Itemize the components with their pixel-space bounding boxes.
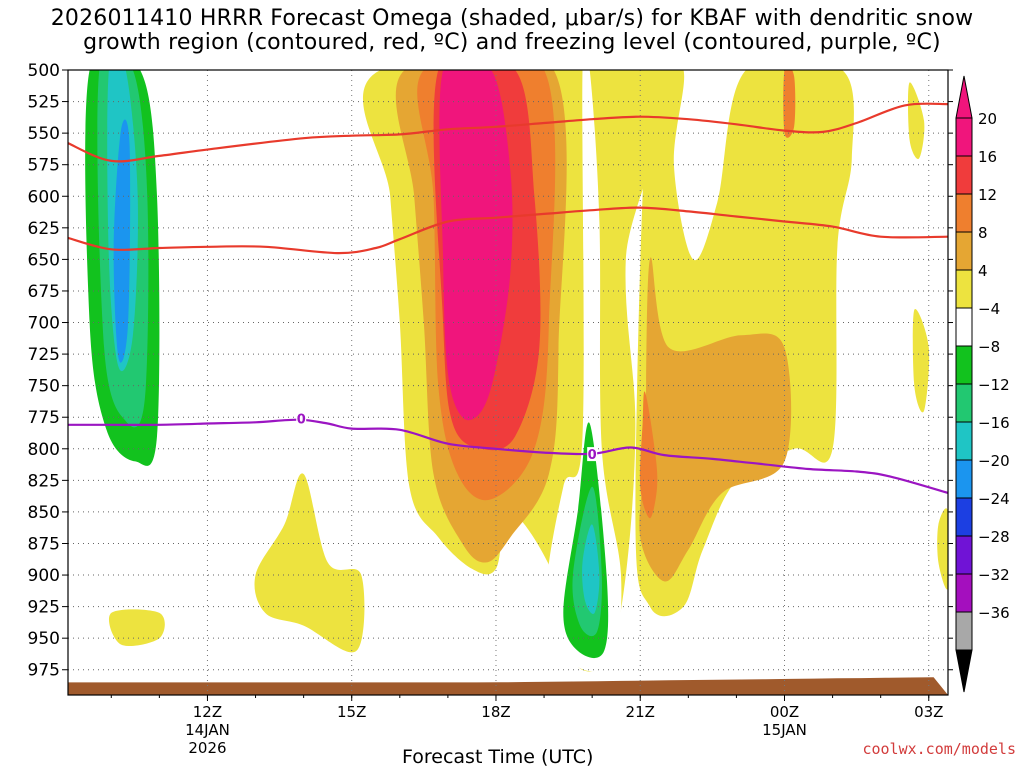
omega-region-small-green [337,161,358,266]
y-tick-label-675: 675 [28,282,60,302]
y-tick-label-775: 775 [28,408,60,428]
contour-layer: 00 [68,102,948,495]
x-tick-date-12Z: 14JAN [185,721,230,739]
colorbar-label-11: −28 [978,528,1010,546]
y-tick-label-875: 875 [28,534,60,554]
omega-region-low-yellow-2 [108,609,165,647]
chart-title-line-1: 2026011410 HRRR Forecast Omega (shaded, … [50,6,974,31]
colorbar-swatch-9 [955,459,973,499]
colorbar-label-10: −24 [978,490,1010,508]
colorbar-label-0: 20 [978,110,997,128]
omega-region-bottom-green [726,631,786,667]
freezing-level-contour [68,418,948,495]
y-tick-label-725: 725 [28,345,60,365]
dgz-top-contour [68,102,948,163]
colorbar-swatch-3 [955,231,973,271]
y-tick-label-900: 900 [28,566,60,586]
colorbar-swatch-12 [955,573,973,613]
y-tick-label-825: 825 [28,471,60,491]
colorbar-label-7: −12 [978,376,1010,394]
x-tick-year-12Z: 2026 [188,739,226,757]
x-tick-label-12Z: 12Z [193,703,222,721]
omega-region-edge-yellow [907,82,925,159]
y-tick-label-525: 525 [28,93,60,113]
omega-region-left-blue [113,119,131,363]
colorbar-swatch-13 [955,611,973,651]
colorbar-bottom-arrow [955,649,973,693]
y-tick-label-500: 500 [28,61,60,81]
x-tick-label-15Z: 15Z [337,703,366,721]
colorbar-swatch-5 [955,307,973,347]
y-tick-label-925: 925 [28,598,60,618]
y-tick-label-850: 850 [28,503,60,523]
colorbar-label-9: −20 [978,452,1010,470]
colorbar-label-8: −16 [978,414,1010,432]
x-tick-label-21Z: 21Z [626,703,655,721]
omega-region-right-orange [639,391,658,519]
x-tick-label-00Z: 00Z [770,703,799,721]
colorbar-swatch-7 [955,383,973,423]
dgz-bottom-contour [68,206,948,255]
colorbar-label-6: −8 [978,338,1000,356]
colorbar-top-arrow [955,75,973,119]
omega-region-top-orange [783,70,796,138]
y-tick-label-575: 575 [28,156,60,176]
colorbar-swatch-10 [955,497,973,537]
omega-region-right-gold [639,257,792,582]
chart-title-line-2: growth region (contoured, red, ºC) and f… [83,30,941,55]
colorbar-swatch-1 [955,155,973,195]
omega-region-far-right-green [865,391,905,595]
y-tick-label-650: 650 [28,250,60,270]
y-tick-label-600: 600 [28,187,60,207]
credit-text: coolwx.com/models [862,740,1016,758]
plot-frame [67,69,949,696]
omega-region-center-green [546,70,622,672]
omega-region-left-green2 [202,70,290,475]
colorbar-label-5: −4 [978,300,1000,318]
colorbar-swatch-0 [955,117,973,157]
omega-region-mid-pink [439,70,513,421]
y-tick-label-800: 800 [28,440,60,460]
terrain-layer [68,677,948,695]
colorbar-label-4: 4 [978,262,988,280]
colorbar-label-13: −36 [978,604,1010,622]
y-tick-label-750: 750 [28,377,60,397]
colorbar-label-2: 12 [978,186,997,204]
grid-layer [68,70,948,695]
x-tick-label-18Z: 18Z [481,703,510,721]
colorbar-label-1: 16 [978,148,997,166]
omega-region-edge-yellow3 [937,508,948,590]
colorbar-label-12: −32 [978,566,1010,584]
omega-region-edge-green [926,70,948,370]
omega-shading-layer [70,70,948,672]
colorbar-swatch-2 [955,193,973,233]
x-tick-date-00Z: 15JAN [762,721,807,739]
freezing-label-bg [587,447,598,462]
y-tick-label-975: 975 [28,661,60,681]
terrain-ground [68,677,948,695]
y-tick-label-700: 700 [28,314,60,334]
colorbar-swatch-4 [955,269,973,309]
y-axis: 500 525 550 575 600 625 650 675 700 725 750 775 800 8… [28,61,953,681]
omega-region-edge-yellow2 [912,308,930,413]
colorbar-swatch-11 [955,535,973,575]
colorbar-swatch-8 [955,421,973,461]
omega-region-low-yellow-1 [254,473,365,653]
freezing-label-bg [296,411,307,426]
x-axis-label: Forecast Time (UTC) [402,746,594,768]
y-tick-label-625: 625 [28,219,60,239]
x-tick-label-03Z: 03Z [914,703,943,721]
colorbar-label-3: 8 [978,224,988,242]
freezing-level-label-1: 0 [588,448,597,463]
colorbar-swatch-6 [955,345,973,385]
plot-border [67,69,949,696]
freezing-level-label-0: 0 [297,413,306,428]
omega-region-center-lightblue [582,524,600,615]
y-tick-label-550: 550 [28,124,60,144]
colorbar: 20 16 12 8 4 −4 −8 −12 −16 −20 −24 −28 −32 −36 [955,75,1010,693]
y-tick-label-950: 950 [28,629,60,649]
